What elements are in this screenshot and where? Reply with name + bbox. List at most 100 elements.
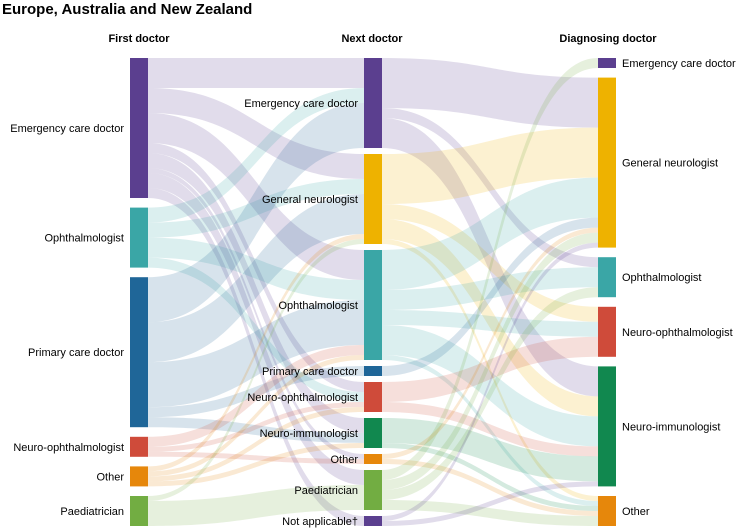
node-label-f_oth: Other <box>96 471 124 483</box>
node-bar-n_pcd <box>364 366 382 376</box>
flow-n_neu-to-d_oth <box>382 239 598 501</box>
node-label-f_nop: Neuro-ophthalmologist <box>13 442 124 454</box>
flow-n_emg-to-d_nim <box>382 118 598 397</box>
flow-n_oph-to-d_oth <box>382 355 598 506</box>
flow-n_pae-to-d_oth <box>382 500 598 526</box>
flow-f_nop-to-n_oph <box>148 345 364 447</box>
node-bar-d_nop <box>598 306 616 357</box>
column-header-diagnosing-doctor: Diagnosing doctor <box>559 33 657 45</box>
flow-links <box>148 58 598 526</box>
node-bar-n_oth <box>364 454 382 464</box>
flow-f_pae-to-n_neu <box>148 239 364 501</box>
flow-n_na-to-d_nim <box>382 481 598 526</box>
flow-n_oph-to-d_neu <box>382 177 598 290</box>
flow-n_pae-to-d_neu <box>382 232 598 490</box>
column-header-next-doctor: Next doctor <box>341 33 403 45</box>
flow-n_emg-to-d_oph <box>382 108 598 268</box>
flow-f_oph-to-n_oph <box>148 237 364 300</box>
node-bar-d_neu <box>598 77 616 248</box>
node-bar-d_nim <box>598 366 616 487</box>
node-label-d_oth: Other <box>622 506 650 518</box>
node-labels: Emergency care doctor Ophthalmologist Prim… <box>10 58 736 528</box>
node-label-n_oth: Other <box>330 454 358 466</box>
flow-n_nop-to-d_nim <box>382 402 598 457</box>
flow-f_emg-to-n_oth <box>148 168 364 459</box>
node-bar-f_pcd <box>130 277 148 428</box>
node-label-f_pcd: Primary care doctor <box>28 347 124 359</box>
flow-n_nim-to-d_oth <box>382 443 598 511</box>
node-bar-n_oph <box>364 250 382 360</box>
node-bar-f_pae <box>130 496 148 526</box>
node-label-n_nim: Neuro-immunologist <box>260 428 358 440</box>
node-label-n_nop: Neuro-ophthalmologist <box>247 392 358 404</box>
flow-n_nim-to-d_nim <box>382 418 598 482</box>
node-bar-n_neu <box>364 154 382 244</box>
node-bar-d_oth <box>598 496 616 526</box>
node-label-d_oph: Ophthalmologist <box>622 272 702 284</box>
flow-n_pae-to-d_oph <box>382 287 598 500</box>
node-bar-f_oph <box>130 207 148 268</box>
flow-n_emg-to-d_neu <box>382 58 598 128</box>
flow-n_oph-to-d_nim <box>382 325 598 447</box>
flow-f_emg-to-n_pae <box>148 173 364 485</box>
node-bar-n_nop <box>364 382 382 412</box>
flow-n_neu-to-d_neu <box>382 127 598 204</box>
column-header-first-doctor: First doctor <box>108 33 170 45</box>
node-label-d_neu: General neurologist <box>622 158 718 170</box>
flow-f_oph-to-n_emg <box>148 88 364 223</box>
flow-f_oph-to-n_neu <box>148 179 364 238</box>
node-bar-n_na <box>364 516 382 526</box>
flow-f_pcd-to-n_emg <box>148 103 364 323</box>
flow-f_oth-to-n_oph <box>148 355 364 477</box>
flow-n_pae-to-d_emg <box>382 58 598 480</box>
node-bar-n_pae <box>364 470 382 510</box>
flow-f_emg-to-n_neu <box>148 88 364 179</box>
node-label-d_nim: Neuro-immunologist <box>622 421 720 433</box>
node-label-n_neu: General neurologist <box>262 194 358 206</box>
flow-f_oth-to-n_neu <box>148 234 364 472</box>
figure-title: Europe, Australia and New Zealand <box>2 1 252 18</box>
flow-n_oph-to-d_oph <box>382 267 598 310</box>
node-label-f_emg: Emergency care doctor <box>10 123 124 135</box>
node-bar-d_oph <box>598 257 616 298</box>
flow-f_pcd-to-n_oph <box>148 300 364 408</box>
flow-n_pcd-to-d_neu <box>382 217 598 376</box>
node-label-f_pae: Paediatrician <box>60 506 124 518</box>
node-label-d_emg: Emergency care doctor <box>622 58 736 70</box>
flow-n_nop-to-d_nop <box>382 336 598 402</box>
flow-n_oph-to-d_nop <box>382 310 598 337</box>
flow-n_neu-to-d_nim <box>382 219 598 417</box>
node-label-f_oph: Ophthalmologist <box>45 233 125 245</box>
node-label-d_nop: Neuro-ophthalmologist <box>622 327 733 339</box>
flow-f_oth-to-n_nop <box>148 407 364 482</box>
node-bar-d_emg <box>598 58 616 68</box>
flow-n_oth-to-d_neu <box>382 227 598 459</box>
flow-f_emg-to-n_nop <box>148 143 364 392</box>
flow-f_pcd-to-n_nim <box>148 417 364 443</box>
node-bars <box>130 58 616 526</box>
node-bar-n_emg <box>364 58 382 148</box>
node-label-n_oph: Ophthalmologist <box>279 300 359 312</box>
flow-f_emg-to-n_na <box>148 188 364 526</box>
flow-f_oph-to-n_nop <box>148 257 364 402</box>
flow-f_pcd-to-n_pcd <box>148 366 364 418</box>
flow-f_nop-to-n_nop <box>148 402 364 452</box>
flow-f_emg-to-n_emg <box>148 58 364 88</box>
flow-f_emg-to-n_nim <box>148 153 364 433</box>
flow-n_na-to-d_neu <box>382 242 598 521</box>
node-label-n_pcd: Primary care doctor <box>262 366 358 378</box>
flow-n_oth-to-d_oth <box>382 459 598 516</box>
node-label-n_pae: Paediatrician <box>294 485 358 497</box>
node-bar-f_emg <box>130 58 148 198</box>
flow-n_neu-to-d_nop <box>382 204 598 322</box>
node-bar-n_nim <box>364 418 382 448</box>
flow-f_emg-to-n_oph <box>148 113 364 280</box>
flow-f_pcd-to-n_neu <box>148 194 364 363</box>
flow-f_oth-to-n_nim <box>148 443 364 487</box>
node-label-n_emg: Emergency care doctor <box>244 98 358 110</box>
node-label-n_na: Not applicable† <box>282 516 358 528</box>
flow-f_pae-to-n_pae <box>148 485 364 526</box>
node-bar-f_nop <box>130 436 148 457</box>
